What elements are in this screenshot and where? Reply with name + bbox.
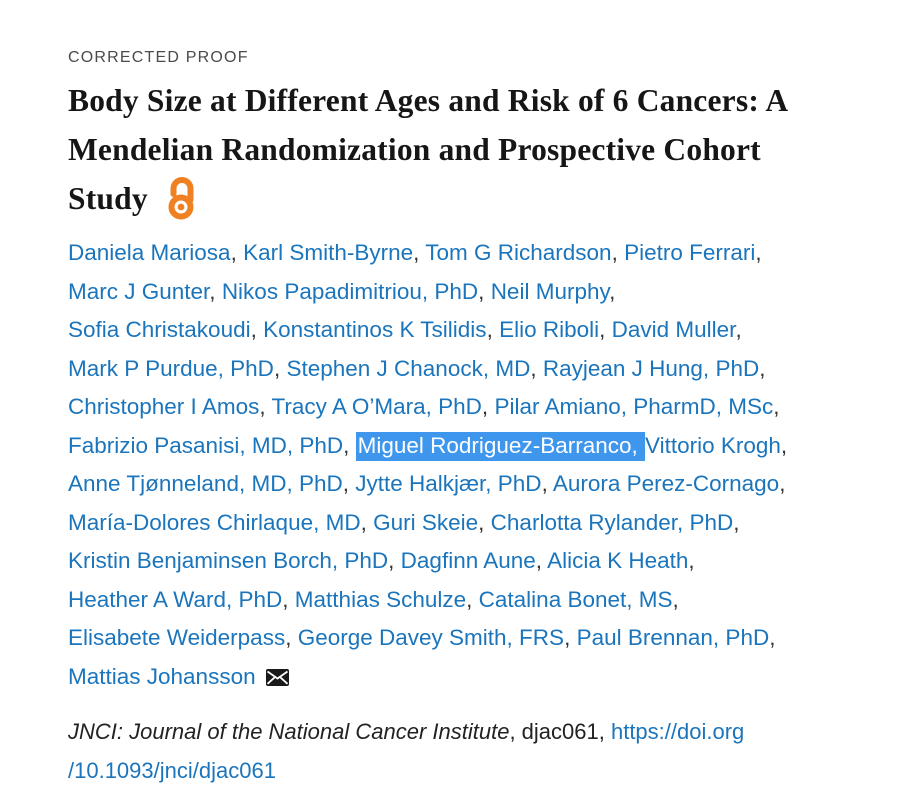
author-link[interactable]: Marc J Gunter <box>68 278 210 304</box>
article-title: Body Size at Different Ages and Risk of … <box>68 76 887 234</box>
author-line: Christopher I Amos, Tracy A O’Mara, PhD,… <box>68 388 887 427</box>
author-line: Kristin Benjaminsen Borch, PhD, Dagfinn … <box>68 542 887 581</box>
author-list: Daniela Mariosa, Karl Smith-Byrne, Tom G… <box>68 234 887 698</box>
author-separator: , <box>360 509 374 535</box>
author-link[interactable]: Daniela Mariosa <box>68 240 231 265</box>
author-separator: , <box>259 394 272 419</box>
author-link[interactable]: Pietro Ferrari <box>624 240 756 265</box>
author-separator: , <box>478 278 491 304</box>
author-link[interactable]: Alicia K Heath <box>547 548 689 573</box>
author-line: Marc J Gunter, Nikos Papadimitriou, PhD,… <box>68 273 887 312</box>
author-separator: , <box>273 355 287 381</box>
author-line: Anne Tjønneland, MD, PhD, Jytte Halkjær,… <box>68 465 887 504</box>
author-separator: , <box>250 317 264 342</box>
author-separator: , <box>535 548 548 573</box>
author-line: Elisabete Weiderpass, George Davey Smith… <box>68 619 887 658</box>
author-separator: , <box>733 509 740 535</box>
article-id: , djac061, <box>509 719 611 744</box>
author-separator: , <box>773 394 780 419</box>
author-link[interactable]: Jytte Halkjær, PhD <box>355 471 542 496</box>
author-link[interactable]: Sofia Christakoudi <box>68 317 251 342</box>
author-link[interactable]: Karl Smith-Byrne <box>243 240 414 265</box>
author-line: Sofia Christakoudi, Konstantinos K Tsili… <box>68 311 887 350</box>
author-separator: , <box>688 548 695 573</box>
author-separator: , <box>755 240 762 265</box>
author-link[interactable]: Neil Murphy <box>490 278 610 304</box>
citation: JNCI: Journal of the National Cancer Ins… <box>68 712 887 790</box>
author-line: Mark P Purdue, PhD, Stephen J Chanock, M… <box>68 350 887 389</box>
author-link[interactable]: Dagfinn Aune <box>400 548 536 573</box>
author-separator: , <box>530 355 543 381</box>
author-link[interactable]: Paul Brennan, PhD <box>576 625 770 650</box>
corrected-proof-label: CORRECTED PROOF <box>68 49 249 66</box>
doi-link-line-2[interactable]: /10.1093/jnci/djac061 <box>68 758 276 783</box>
doi-link-line-1[interactable]: https://doi.org <box>610 719 745 744</box>
author-link[interactable]: Elio Riboli <box>499 317 600 342</box>
author-separator: , <box>282 586 295 612</box>
author-separator: , <box>478 509 491 535</box>
author-link[interactable]: Rayjean J Hung, PhD <box>542 355 760 381</box>
author-separator: , <box>481 394 495 419</box>
author-separator: , <box>230 240 244 265</box>
author-link[interactable]: Tom G Richardson <box>425 240 612 265</box>
author-separator: , <box>486 317 500 342</box>
author-separator: , <box>564 625 577 650</box>
author-separator: , <box>735 317 742 342</box>
author-link[interactable]: David Muller <box>611 317 736 342</box>
author-link[interactable]: Kristin Benjaminsen Borch, PhD <box>68 548 389 573</box>
author-separator <box>256 664 262 689</box>
author-separator: , <box>209 278 222 304</box>
author-separator: , <box>541 471 553 496</box>
author-separator: , <box>599 317 612 342</box>
author-link[interactable]: Vittorio Krogh <box>645 432 781 458</box>
author-separator: , <box>672 586 679 612</box>
author-separator: , <box>779 471 786 496</box>
author-link[interactable]: Aurora Perez-Cornago <box>552 471 780 496</box>
author-separator: , <box>285 625 298 650</box>
author-link[interactable]: George Davey Smith, FRS <box>297 625 565 650</box>
title-line-2: Mendelian Randomization and Prospective … <box>68 132 761 167</box>
author-separator: , <box>609 278 616 304</box>
author-link[interactable]: Charlotta Rylander, PhD <box>490 509 734 535</box>
author-link[interactable]: Anne Tjønneland, MD, PhD <box>68 471 343 496</box>
author-line: María-Dolores Chirlaque, MD, Guri Skeie,… <box>68 504 887 543</box>
author-link-selected[interactable]: Miguel Rodriguez-Barranco, <box>355 431 645 461</box>
author-link[interactable]: Fabrizio Pasanisi, MD, PhD <box>68 432 344 458</box>
author-link[interactable]: Mattias Johansson <box>68 663 256 689</box>
author-link[interactable]: Pilar Amiano, PharmD, MSc <box>494 394 774 419</box>
author-separator: , <box>388 548 401 573</box>
author-separator: , <box>769 625 776 650</box>
author-separator: , <box>611 240 625 265</box>
author-link[interactable]: Elisabete Weiderpass <box>68 625 286 650</box>
author-link[interactable]: Mark P Purdue, PhD <box>68 355 274 381</box>
open-access-icon[interactable] <box>161 174 201 234</box>
author-line: Mattias Johansson <box>68 658 887 699</box>
author-link[interactable]: María-Dolores Chirlaque, MD <box>68 509 361 535</box>
author-separator: , <box>413 240 426 265</box>
envelope-icon[interactable] <box>265 660 289 699</box>
author-link[interactable]: Guri Skeie <box>373 509 479 535</box>
author-separator: , <box>780 432 788 458</box>
author-link[interactable]: Stephen J Chanock, MD <box>286 355 531 381</box>
journal-name: JNCI: Journal of the National Cancer Ins… <box>68 719 510 744</box>
author-link[interactable]: Konstantinos K Tsilidis <box>263 317 487 342</box>
author-link[interactable]: Catalina Bonet, MS <box>478 586 673 612</box>
title-line-1: Body Size at Different Ages and Risk of … <box>68 83 789 118</box>
author-line: Fabrizio Pasanisi, MD, PhD, Miguel Rodri… <box>68 427 887 466</box>
author-link[interactable]: Matthias Schulze <box>294 586 467 612</box>
author-line: Daniela Mariosa, Karl Smith-Byrne, Tom G… <box>68 234 887 273</box>
author-separator: , <box>343 432 356 458</box>
author-separator: , <box>466 586 479 612</box>
author-link[interactable]: Tracy A O’Mara, PhD <box>271 394 482 419</box>
author-link[interactable]: Christopher I Amos <box>68 394 260 419</box>
author-link[interactable]: Nikos Papadimitriou, PhD <box>221 278 479 304</box>
author-separator: , <box>342 471 356 496</box>
title-line-3: Study <box>68 181 148 216</box>
author-separator: , <box>759 355 766 381</box>
author-line: Heather A Ward, PhD, Matthias Schulze, C… <box>68 581 887 620</box>
author-link[interactable]: Heather A Ward, PhD <box>68 586 283 612</box>
